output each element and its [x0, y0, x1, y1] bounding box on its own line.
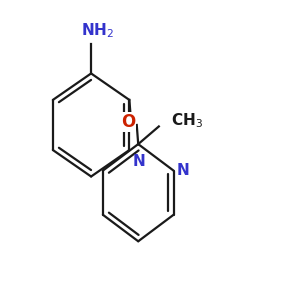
Text: N: N [132, 154, 145, 169]
Text: N: N [176, 163, 189, 178]
Text: CH$_3$: CH$_3$ [171, 111, 203, 130]
Text: O: O [121, 113, 135, 131]
Text: NH$_2$: NH$_2$ [80, 21, 113, 40]
